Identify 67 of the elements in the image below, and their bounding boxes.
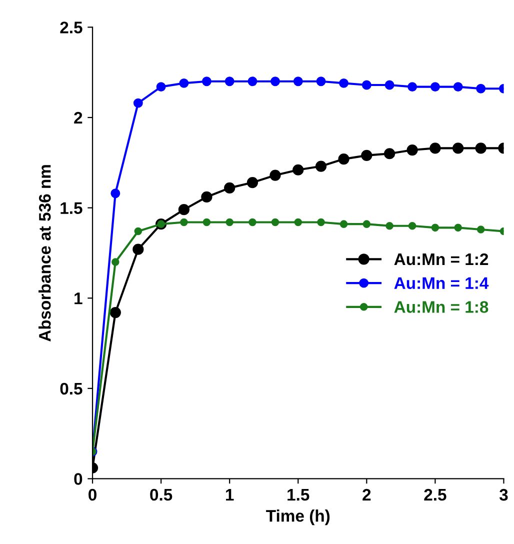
point [430,82,440,92]
point [361,150,372,161]
point [408,222,416,230]
point [386,222,394,230]
legend-label: Au:Mn = 1:2 [394,253,488,266]
point [112,258,120,266]
point [317,218,325,226]
point [453,82,463,92]
legend-label: Au:Mn = 1:8 [394,301,488,313]
point [316,76,326,86]
point [178,204,190,216]
point [110,188,120,198]
point [201,191,212,203]
point [246,176,258,188]
point [133,98,143,108]
point [475,142,486,154]
y-tick-label: 2 [74,112,82,124]
point [180,218,188,226]
point [476,226,485,234]
point [134,227,142,236]
point [293,76,303,86]
point [248,76,258,86]
point [294,218,302,226]
point [406,144,418,156]
point [224,76,234,86]
y-tick-label: 2.5 [60,22,82,34]
point [224,182,236,194]
point [202,218,211,226]
x-tick-label: 1 [226,489,234,501]
point [452,142,464,154]
point [430,142,441,154]
point [132,244,144,255]
point [362,220,371,228]
point [226,218,234,226]
y-tick-label: 0 [74,473,82,485]
point [110,307,121,318]
x-axis-title: Time (h) [266,510,330,526]
x-tick-label: 0.5 [150,488,172,501]
point [156,82,166,92]
point [339,78,348,88]
y-tick-label: 0.5 [60,382,82,395]
point [202,76,212,86]
x-tick-label: 0 [88,488,96,501]
x-tick-label: 3 [499,488,508,501]
x-tick-label: 2.5 [424,488,446,501]
point [384,80,394,90]
point [431,224,440,232]
point [338,153,350,165]
point [362,80,372,90]
point [408,82,418,92]
y-tick-label: 1 [74,292,82,304]
point [292,164,304,176]
point [476,84,486,94]
point [179,78,189,88]
point [248,218,256,226]
point [315,160,327,172]
point [271,218,280,226]
y-axis-title: Absorbance at 536 nm [38,165,51,342]
x-tick-label: 2 [362,488,371,501]
legend-label: Au:Mn = 1:4 [394,277,489,290]
point [340,220,348,228]
point [454,224,462,232]
point [270,170,281,181]
point [270,76,280,86]
y-tick-label: 1.5 [60,202,82,214]
point [384,148,396,160]
x-tick-label: 1.5 [288,489,310,501]
